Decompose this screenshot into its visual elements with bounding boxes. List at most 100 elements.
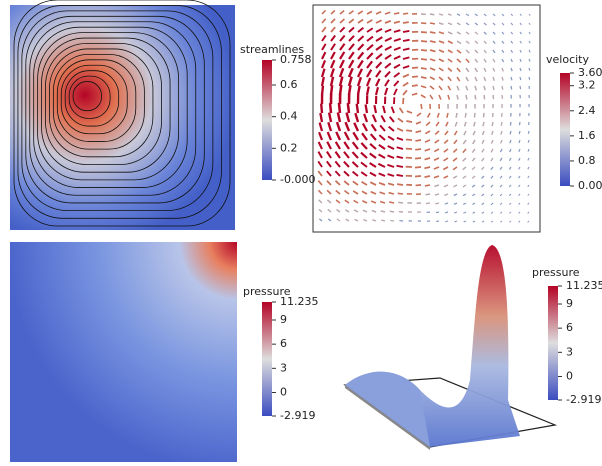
colorbar-tick-label: 3 <box>566 345 573 358</box>
arrow <box>415 167 421 168</box>
arrow <box>421 68 427 69</box>
arrow <box>389 202 394 203</box>
arrow <box>406 130 412 131</box>
colorbar-tick-label: 3.606 <box>578 66 602 79</box>
colorbar-title: velocity <box>546 53 589 66</box>
arrow <box>396 166 403 167</box>
arrow <box>358 86 360 95</box>
arrow <box>403 98 404 104</box>
arrow <box>381 220 385 221</box>
arrow <box>528 131 529 134</box>
arrow <box>456 113 457 118</box>
colorbar-tick-label: 6 <box>566 321 573 334</box>
arrow <box>457 95 458 100</box>
colorbar-tick-label: 6 <box>280 337 287 350</box>
colorbar <box>262 302 272 416</box>
arrow <box>511 86 512 89</box>
arrow <box>330 103 331 113</box>
arrow <box>426 203 430 204</box>
arrow <box>510 122 511 125</box>
arrow <box>520 77 521 80</box>
arrow <box>421 41 427 42</box>
arrow <box>421 104 422 109</box>
arrow <box>403 31 409 32</box>
arrow <box>403 40 410 41</box>
colorbar-tick-label: 0 <box>566 369 573 382</box>
arrow <box>436 212 439 213</box>
arrow <box>421 50 427 51</box>
colorbar-tick-label: 1.6 <box>578 129 596 142</box>
arrow <box>424 176 430 177</box>
arrow <box>390 211 394 212</box>
arrow <box>483 122 484 126</box>
colorbar-tick-label: 0.4 <box>280 110 298 123</box>
arrow <box>320 113 322 122</box>
arrow <box>397 184 403 185</box>
arrow <box>398 193 403 194</box>
colorbar-tick-label: 0.000 <box>578 179 602 192</box>
arrow <box>357 104 358 113</box>
arrow <box>339 103 340 113</box>
colorbar-tick-label: 11.235 <box>566 279 602 292</box>
arrow <box>502 86 503 90</box>
colorbar-tick-label: 11.235 <box>280 295 319 308</box>
pressure-plot <box>10 242 237 462</box>
colorbar-tick-label: 0.6 <box>280 78 298 91</box>
arrow <box>501 122 502 126</box>
streamline-plot <box>10 5 235 230</box>
arrow <box>425 185 430 186</box>
colorbar-tick-label: 0 <box>280 385 287 398</box>
colorbar-tick-label: -0.000 <box>280 173 315 186</box>
arrow <box>412 76 418 77</box>
arrow <box>466 95 467 100</box>
arrow <box>366 104 367 113</box>
arrow <box>321 104 322 113</box>
arrow <box>430 32 435 33</box>
arrow <box>390 220 394 221</box>
arrow <box>435 203 439 204</box>
arrow <box>436 221 439 222</box>
arrow <box>445 221 448 222</box>
arrow <box>415 149 421 150</box>
arrow <box>519 122 520 125</box>
arrow <box>421 59 427 60</box>
colorbar-tick-label: 0.758 <box>280 53 312 66</box>
arrow <box>465 113 466 118</box>
arrow <box>493 86 494 90</box>
colorbar-tick-label: 2.4 <box>578 104 596 117</box>
arrow <box>474 113 475 117</box>
arrow <box>483 113 484 117</box>
arrow <box>492 122 493 126</box>
arrow <box>529 77 530 80</box>
colorbar-tick-label: 3.2 <box>578 79 596 92</box>
arrow <box>406 139 412 140</box>
colorbar <box>262 60 272 180</box>
arrow <box>493 95 494 99</box>
arrow <box>475 95 476 99</box>
arrow <box>340 85 341 95</box>
arrow <box>397 175 403 176</box>
arrow <box>349 85 350 95</box>
arrow <box>348 103 349 113</box>
colorbar <box>560 73 570 186</box>
arrow <box>415 176 421 177</box>
arrow <box>403 22 409 23</box>
colorbar-tick-label: 0.2 <box>280 141 298 154</box>
arrow <box>322 86 323 95</box>
colorbar-title: pressure <box>532 266 580 279</box>
arrow <box>519 131 520 134</box>
pressure-surface <box>345 245 555 450</box>
arrow <box>520 86 521 89</box>
arrow <box>412 85 418 86</box>
arrow <box>406 121 412 122</box>
colorbar <box>548 286 558 400</box>
figure: streamlines0.7580.60.40.2-0.000velocity3… <box>0 0 602 466</box>
arrow <box>421 77 426 78</box>
colorbar-tick-label: -2.919 <box>566 393 601 406</box>
arrow <box>403 13 408 14</box>
colorbar-tick-label: -2.919 <box>280 409 315 422</box>
arrow <box>415 140 421 141</box>
arrow <box>415 158 421 159</box>
arrow <box>430 23 435 24</box>
arrow <box>398 202 403 203</box>
